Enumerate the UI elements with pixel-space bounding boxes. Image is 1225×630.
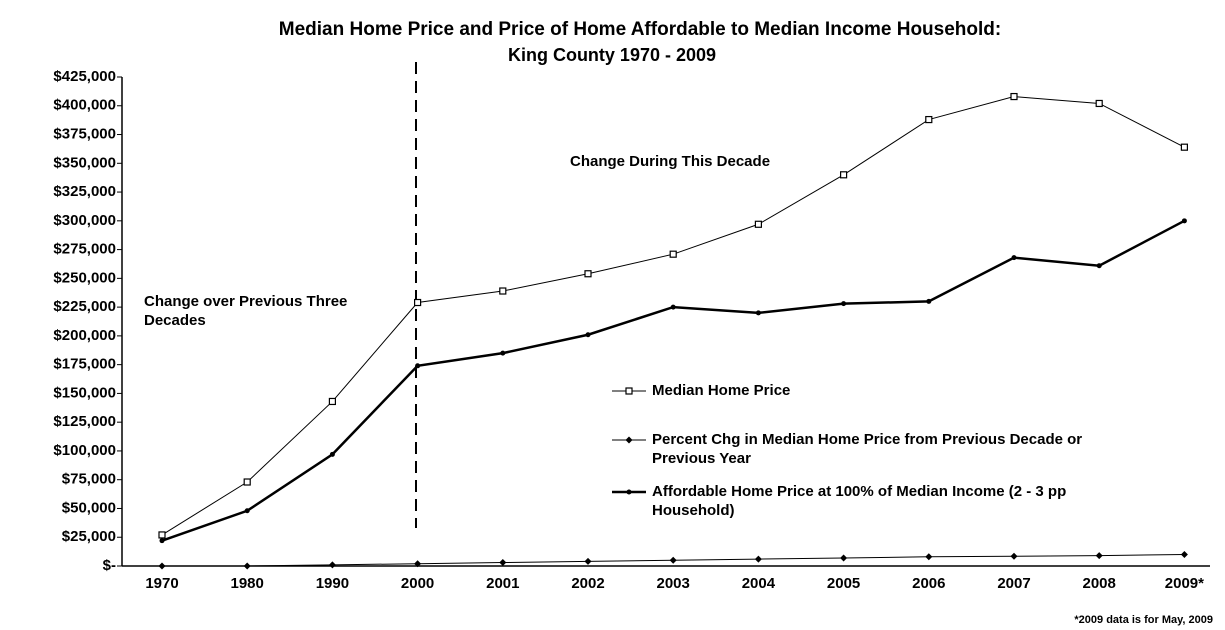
y-tick-label: $300,000 xyxy=(53,212,116,229)
point xyxy=(415,363,421,369)
y-tick-label: $200,000 xyxy=(53,327,116,344)
y-tick-label: $75,000 xyxy=(62,471,116,488)
point xyxy=(841,301,847,307)
point xyxy=(626,489,632,495)
x-tick-label: 2003 xyxy=(657,575,690,592)
y-tick-label: $- xyxy=(103,557,116,574)
x-tick-label: 2008 xyxy=(1083,575,1116,592)
point xyxy=(585,332,591,338)
y-tick-label: $250,000 xyxy=(53,269,116,286)
point xyxy=(1095,552,1103,560)
y-tick-label: $425,000 xyxy=(53,68,116,85)
y-tick-label: $275,000 xyxy=(53,241,116,258)
y-tick-label: $175,000 xyxy=(53,356,116,373)
point xyxy=(329,451,335,457)
chart-subtitle: King County 1970 - 2009 xyxy=(508,45,716,65)
point xyxy=(1180,143,1189,151)
point xyxy=(754,555,762,563)
point xyxy=(1096,263,1102,269)
annotation: Change During This Decade xyxy=(570,153,770,170)
legend-entry: Percent Chg in Median Home Price from Pr… xyxy=(610,430,1122,468)
point xyxy=(754,220,763,228)
point xyxy=(414,298,422,307)
x-tick-label: 2004 xyxy=(742,575,776,592)
y-tick-label: $225,000 xyxy=(53,298,116,315)
footnote: *2009 data is for May, 2009 xyxy=(1074,614,1213,626)
point xyxy=(670,304,676,310)
y-tick-label: $150,000 xyxy=(53,384,116,401)
point xyxy=(328,397,336,406)
point xyxy=(244,508,250,514)
legend-swatch xyxy=(612,436,646,444)
legend-label: Affordable Home Price at 100% of Median … xyxy=(652,483,1067,519)
point xyxy=(840,554,848,562)
point xyxy=(243,478,251,486)
point xyxy=(1180,550,1188,558)
point xyxy=(158,562,166,570)
point xyxy=(925,553,933,561)
y-tick-label: $125,000 xyxy=(53,413,116,430)
point xyxy=(1181,218,1187,224)
legend-label: Percent Chg in Median Home Price from Pr… xyxy=(652,431,1083,467)
point xyxy=(925,115,933,124)
x-tick-label: 2002 xyxy=(571,575,604,592)
point xyxy=(1095,99,1103,108)
point xyxy=(584,557,592,565)
point xyxy=(243,562,251,570)
legend-swatch xyxy=(612,387,646,395)
y-tick-label: $50,000 xyxy=(62,499,116,516)
y-tick-label: $100,000 xyxy=(53,442,116,459)
x-tick-label: 2001 xyxy=(486,575,519,592)
y-tick-label: $325,000 xyxy=(53,183,116,200)
x-tick-label: 2009* xyxy=(1165,575,1204,592)
point xyxy=(1010,552,1018,560)
point xyxy=(1010,92,1018,101)
point xyxy=(625,436,633,444)
point xyxy=(839,171,848,179)
legend-entry: Affordable Home Price at 100% of Median … xyxy=(610,482,1152,520)
x-tick-label: 2006 xyxy=(912,575,945,592)
x-tick-label: 2007 xyxy=(997,575,1030,592)
point xyxy=(755,310,761,316)
annotation: Change over Previous Three Decades xyxy=(144,293,348,329)
point xyxy=(669,556,677,564)
y-tick-label: $25,000 xyxy=(62,528,116,545)
point xyxy=(625,387,633,395)
point xyxy=(584,270,592,278)
legend-label: Median Home Price xyxy=(652,382,791,399)
x-tick-label: 1990 xyxy=(316,575,349,592)
chart-title: Median Home Price and Price of Home Affo… xyxy=(279,19,1001,40)
y-tick-label: $375,000 xyxy=(53,125,116,142)
point xyxy=(669,250,677,258)
point xyxy=(158,531,166,539)
x-tick-label: 2000 xyxy=(401,575,434,592)
point xyxy=(1011,255,1017,261)
x-tick-label: 2005 xyxy=(827,575,860,592)
point xyxy=(499,287,507,295)
legend-entry: Median Home Price xyxy=(610,381,952,400)
point xyxy=(500,350,506,356)
x-tick-label: 1970 xyxy=(145,575,178,592)
point xyxy=(328,561,336,569)
y-tick-label: $350,000 xyxy=(53,154,116,171)
legend-swatch xyxy=(612,489,646,495)
point xyxy=(499,559,507,567)
point xyxy=(926,298,932,304)
point xyxy=(159,538,165,544)
y-tick-label: $400,000 xyxy=(53,97,116,114)
x-tick-label: 1980 xyxy=(231,575,264,592)
point xyxy=(414,560,422,568)
